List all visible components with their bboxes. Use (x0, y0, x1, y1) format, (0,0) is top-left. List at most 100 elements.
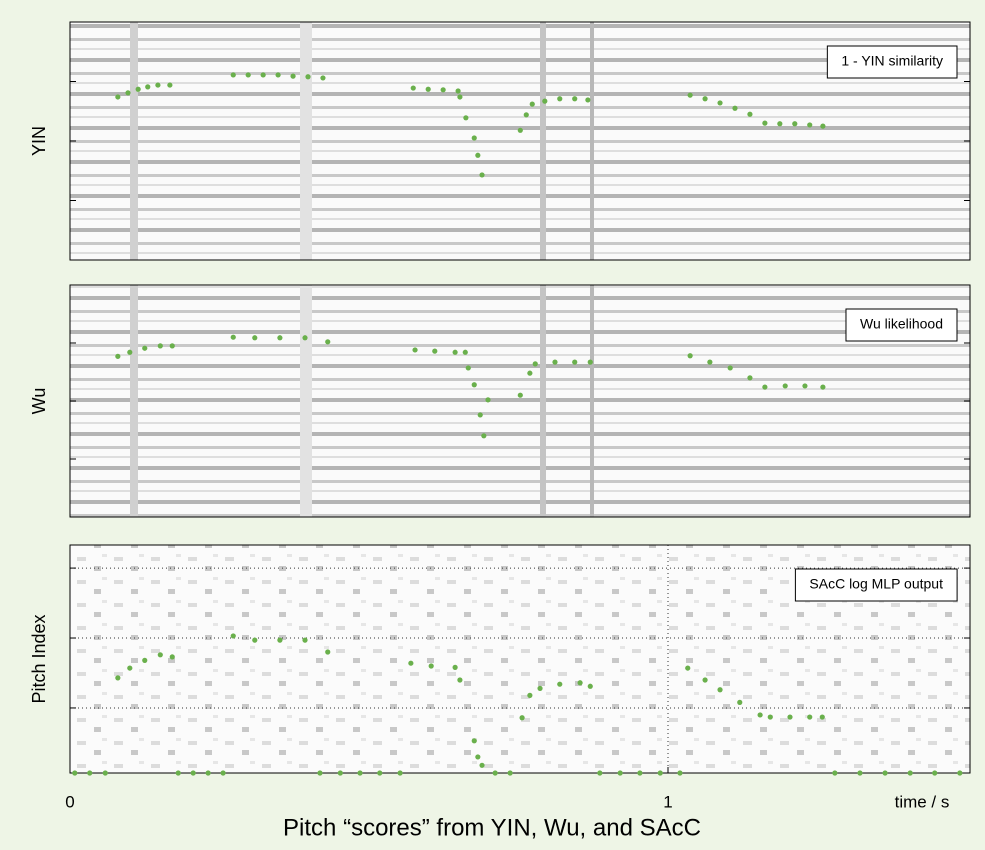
pitch-point (577, 680, 583, 686)
pitch-point (882, 770, 888, 776)
pitch-point (717, 687, 723, 693)
pitch-point (432, 348, 438, 354)
annotation-frame (794, 568, 958, 602)
y-axis-label: Wu (29, 388, 49, 415)
pitch-point (87, 770, 93, 776)
plot-frame (69, 284, 971, 518)
pitch-point (463, 115, 469, 121)
pitch-point (507, 770, 513, 776)
pitch-point (747, 375, 753, 381)
pitch-point (820, 384, 826, 390)
pitch-point (957, 770, 963, 776)
pitch-point (479, 762, 485, 768)
pitch-point (277, 335, 283, 341)
pitch-point (205, 770, 211, 776)
pitch-point (907, 770, 913, 776)
pitch-point (155, 82, 161, 88)
pitch-point (157, 343, 163, 349)
pitch-point (102, 770, 108, 776)
plot-background (70, 285, 970, 517)
pitch-point (230, 72, 236, 78)
y-axis-label: YIN (29, 126, 49, 156)
annotation: Wu likelihood (860, 316, 943, 332)
pitch-point (305, 74, 311, 80)
pitch-point (587, 683, 593, 689)
pitch-point (587, 359, 593, 365)
pitch-point (737, 699, 743, 705)
pitch-point (167, 82, 173, 88)
pitch-point (142, 657, 148, 663)
pitch-point (410, 85, 416, 91)
pitch-point (260, 72, 266, 78)
annotation-box: Wu likelihood (845, 308, 958, 342)
pitch-point (597, 770, 603, 776)
pitch-point (787, 714, 793, 720)
x-tick-label: 0 (65, 792, 74, 811)
pitch-point (457, 94, 463, 100)
pitch-point (428, 663, 434, 669)
pitch-point (252, 637, 258, 643)
pitch-point (702, 677, 708, 683)
pitch-point (532, 361, 538, 367)
pitch-point (317, 770, 323, 776)
pitch-point (479, 172, 485, 178)
pitch-point (412, 347, 418, 353)
pitch-point (320, 75, 326, 81)
pitch-point (471, 135, 477, 141)
pitch-point (325, 649, 331, 655)
pitch-point (452, 349, 458, 355)
pitch-point (471, 738, 477, 744)
pitch-point (527, 370, 533, 376)
pitch-point (807, 714, 813, 720)
plot-background (70, 22, 970, 260)
pitch-point (220, 770, 226, 776)
pitch-point (302, 637, 308, 643)
pitch-point (523, 112, 529, 118)
pitch-point (685, 665, 691, 671)
pitch-point (732, 105, 738, 111)
pitch-point (127, 349, 133, 355)
annotation-box: SAcC log MLP output (794, 568, 958, 602)
pitch-point (819, 714, 825, 720)
pitch-point (425, 86, 431, 92)
pitch-point (471, 382, 477, 388)
pitch-point (552, 359, 558, 365)
pitch-point (617, 770, 623, 776)
annotation: SAcC log MLP output (809, 576, 943, 592)
pitch-point (325, 339, 331, 345)
pitch-point (792, 121, 798, 127)
pitch-point (557, 96, 563, 102)
plot-frame (69, 544, 971, 774)
pitch-point (477, 412, 483, 418)
pitch-point (290, 73, 296, 79)
pitch-point (517, 392, 523, 398)
pitch-point (175, 770, 181, 776)
annotation-frame (826, 45, 958, 79)
pitch-point (452, 664, 458, 670)
pitch-point (475, 152, 481, 158)
x-tick-label: 1 (663, 792, 672, 811)
pitch-point (481, 433, 487, 439)
pitch-point (677, 770, 683, 776)
pitch-point (337, 770, 343, 776)
pitch-point (157, 652, 163, 658)
pitch-point (485, 397, 491, 403)
pitch-point (245, 72, 251, 78)
pitch-point (72, 770, 78, 776)
pitch-point (115, 94, 121, 100)
pitch-point (557, 681, 563, 687)
annotation-frame (845, 308, 958, 342)
pitch-point (252, 335, 258, 341)
pitch-point (857, 770, 863, 776)
pitch-point (455, 88, 461, 94)
pitch-point (135, 86, 141, 92)
pitch-point (747, 111, 753, 117)
pitch-point (832, 770, 838, 776)
pitch-point (302, 335, 308, 341)
x-axis-label: time / s (895, 792, 950, 811)
pitch-point (408, 660, 414, 666)
plot-frame (69, 21, 971, 261)
pitch-point (542, 98, 548, 104)
pitch-point (465, 365, 471, 371)
